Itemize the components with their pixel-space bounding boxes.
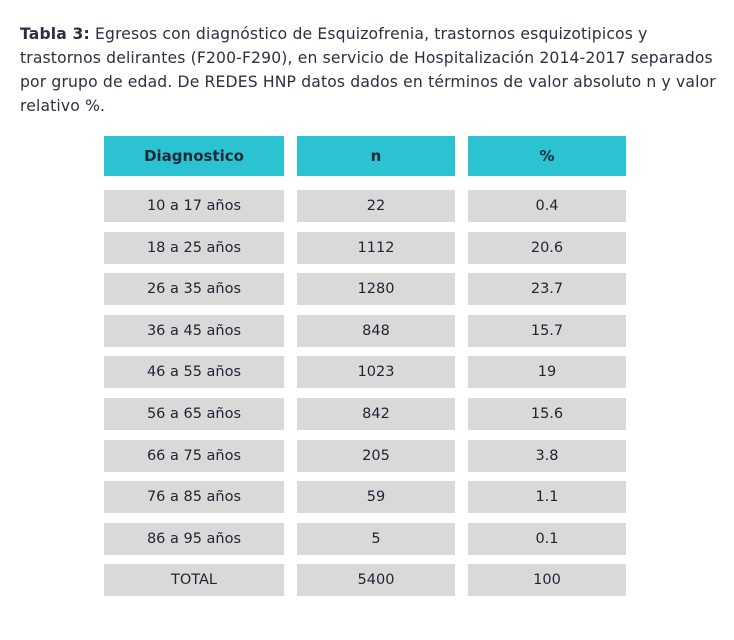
cell-n: 1112 bbox=[297, 231, 455, 264]
cell-age-group: 18 a 25 años bbox=[104, 231, 284, 264]
cell-percent: 3.8 bbox=[468, 439, 626, 472]
cell-age-group: 26 a 35 años bbox=[104, 273, 284, 306]
header-percent: % bbox=[468, 136, 626, 176]
header-n: n bbox=[297, 136, 455, 176]
cell-n: 5 bbox=[297, 522, 455, 555]
cell-percent: 0.1 bbox=[468, 522, 626, 555]
cell-n: 1023 bbox=[297, 356, 455, 389]
table-caption: Tabla 3: Egresos con diagnóstico de Esqu… bbox=[20, 22, 720, 118]
cell-age-group: 76 a 85 años bbox=[104, 481, 284, 514]
cell-age-group: 46 a 55 años bbox=[104, 356, 284, 389]
cell-n: 848 bbox=[297, 314, 455, 347]
cell-percent: 15.7 bbox=[468, 314, 626, 347]
cell-n: 842 bbox=[297, 397, 455, 430]
cell-n: 205 bbox=[297, 439, 455, 472]
cell-percent: 15.6 bbox=[468, 397, 626, 430]
data-table: Diagnostico n % 10 a 17 años 22 0.4 18 a… bbox=[104, 136, 626, 606]
cell-n: 59 bbox=[297, 481, 455, 514]
cell-age-group: 56 a 65 años bbox=[104, 397, 284, 430]
cell-total-percent: 100 bbox=[468, 564, 626, 597]
cell-total-n: 5400 bbox=[297, 564, 455, 597]
cell-percent: 20.6 bbox=[468, 231, 626, 264]
header-diagnostico: Diagnostico bbox=[104, 136, 284, 176]
cell-n: 22 bbox=[297, 190, 455, 222]
cell-percent: 19 bbox=[468, 356, 626, 389]
cell-age-group: 10 a 17 años bbox=[104, 190, 284, 222]
cell-age-group: 36 a 45 años bbox=[104, 314, 284, 347]
cell-percent: 23.7 bbox=[468, 273, 626, 306]
caption-label: Tabla 3: bbox=[20, 25, 90, 43]
cell-total-label: TOTAL bbox=[104, 564, 284, 597]
cell-age-group: 86 a 95 años bbox=[104, 522, 284, 555]
caption-text: Egresos con diagnóstico de Esquizofrenia… bbox=[20, 25, 716, 115]
cell-percent: 0.4 bbox=[468, 190, 626, 222]
cell-age-group: 66 a 75 años bbox=[104, 439, 284, 472]
cell-n: 1280 bbox=[297, 273, 455, 306]
cell-percent: 1.1 bbox=[468, 481, 626, 514]
